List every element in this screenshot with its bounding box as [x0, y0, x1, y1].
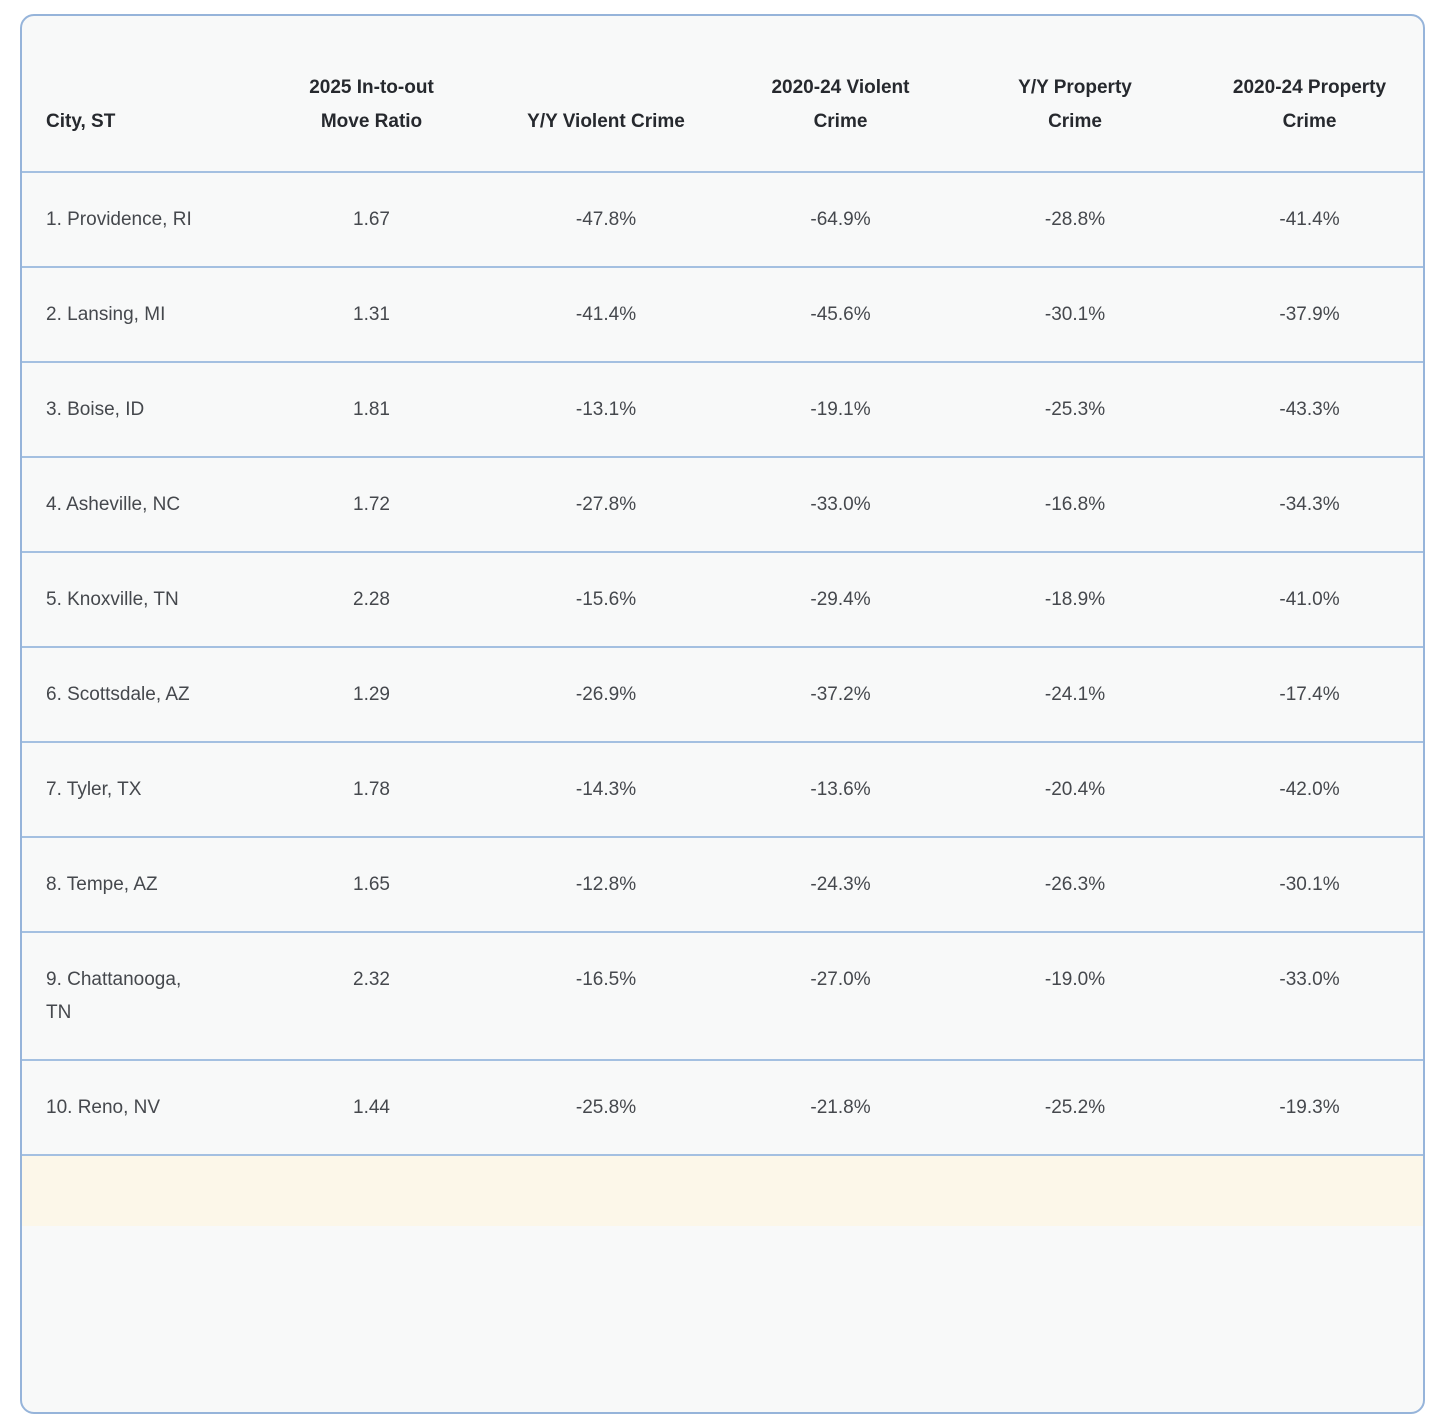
- cell-yy-violent-crime: -27.8%: [489, 456, 723, 552]
- cell-yy-property-crime: -18.9%: [958, 551, 1192, 647]
- cell-move-ratio: 1.67: [254, 171, 489, 267]
- cell-city: 10. Reno, NV: [22, 1059, 254, 1155]
- table-row: 2. Lansing, MI 1.31 -41.4% -45.6% -30.1%…: [22, 266, 1423, 362]
- table-header: City, ST 2025 In-to-out Move Ratio Y/Y Vi…: [22, 16, 1423, 172]
- table-row: 6. Scottsdale, AZ 1.29 -26.9% -37.2% -24…: [22, 646, 1423, 742]
- cell-yy-violent-crime: -13.1%: [489, 361, 723, 457]
- cell-2020-24-violent-crime: -19.1%: [723, 361, 958, 457]
- column-header-2020-24-property-crime: 2020-24 Property Crime: [1232, 77, 1387, 132]
- cell-move-ratio: 1.29: [254, 646, 489, 742]
- cell-yy-violent-crime: -12.8%: [489, 836, 723, 932]
- cell-2020-24-property-crime: -34.3%: [1192, 456, 1423, 552]
- cell-city: 5. Knoxville, TN: [22, 551, 254, 647]
- table-row: 3. Boise, ID 1.81 -13.1% -19.1% -25.3% -…: [22, 361, 1423, 457]
- cell-yy-violent-crime: -25.8%: [489, 1059, 723, 1155]
- cell-move-ratio: 2.32: [254, 931, 489, 1060]
- cell-2020-24-violent-crime: -64.9%: [723, 171, 958, 267]
- column-header-yy-property-crime: Y/Y Property Crime: [1018, 77, 1132, 132]
- cell-move-ratio: 1.81: [254, 361, 489, 457]
- cell-2020-24-property-crime: -41.4%: [1192, 171, 1423, 267]
- cell-yy-property-crime: -30.1%: [958, 266, 1192, 362]
- cell-2020-24-property-crime: -33.0%: [1192, 931, 1423, 1060]
- cell-yy-property-crime: -25.2%: [958, 1059, 1192, 1155]
- cell-yy-property-crime: -26.3%: [958, 836, 1192, 932]
- cell-2020-24-violent-crime: -45.6%: [723, 266, 958, 362]
- cell-yy-violent-crime: -15.6%: [489, 551, 723, 647]
- cell-city: 1. Providence, RI: [22, 171, 254, 267]
- table-row: 4. Asheville, NC 1.72 -27.8% -33.0% -16.…: [22, 456, 1423, 552]
- table-row: 9. Chattanooga, TN 2.32 -16.5% -27.0% -19…: [22, 931, 1423, 1060]
- table-row: 1. Providence, RI 1.67 -47.8% -64.9% -28…: [22, 171, 1423, 267]
- cell-city: 9. Chattanooga, TN: [22, 931, 254, 1060]
- column-header-city: City, ST: [46, 111, 116, 132]
- cell-move-ratio: 1.65: [254, 836, 489, 932]
- cell-move-ratio: 1.44: [254, 1059, 489, 1155]
- cell-yy-violent-crime: -26.9%: [489, 646, 723, 742]
- cell-move-ratio: 1.72: [254, 456, 489, 552]
- cell-2020-24-violent-crime: -24.3%: [723, 836, 958, 932]
- cell-yy-property-crime: -28.8%: [958, 171, 1192, 267]
- table-row: 5. Knoxville, TN 2.28 -15.6% -29.4% -18.…: [22, 551, 1423, 647]
- cell-2020-24-property-crime: -30.1%: [1192, 836, 1423, 932]
- cell-city: 6. Scottsdale, AZ: [22, 646, 254, 742]
- cell-yy-property-crime: -24.1%: [958, 646, 1192, 742]
- cell-move-ratio: 1.31: [254, 266, 489, 362]
- header-row: City, ST 2025 In-to-out Move Ratio Y/Y Vi…: [22, 16, 1423, 172]
- cell-move-ratio: 2.28: [254, 551, 489, 647]
- safest-cities-table-card: City, ST 2025 In-to-out Move Ratio Y/Y Vi…: [20, 14, 1425, 1414]
- cell-2020-24-violent-crime: -21.8%: [723, 1059, 958, 1155]
- cell-2020-24-property-crime: -17.4%: [1192, 646, 1423, 742]
- cell-2020-24-violent-crime: -37.2%: [723, 646, 958, 742]
- cell-2020-24-violent-crime: -29.4%: [723, 551, 958, 647]
- cell-yy-property-crime: -16.8%: [958, 456, 1192, 552]
- safest-cities-table: City, ST 2025 In-to-out Move Ratio Y/Y Vi…: [22, 16, 1423, 1226]
- cell-city: 4. Asheville, NC: [22, 456, 254, 552]
- cell-city: 3. Boise, ID: [22, 361, 254, 457]
- column-header-move-ratio: 2025 In-to-out Move Ratio: [309, 77, 434, 132]
- cell-city: 8. Tempe, AZ: [22, 836, 254, 932]
- table-row: 10. Reno, NV 1.44 -25.8% -21.8% -25.2% -…: [22, 1059, 1423, 1155]
- cell-2020-24-violent-crime: -33.0%: [723, 456, 958, 552]
- cell-move-ratio: 1.78: [254, 741, 489, 837]
- cell-yy-violent-crime: -41.4%: [489, 266, 723, 362]
- cell-yy-property-crime: -20.4%: [958, 741, 1192, 837]
- table-row: 8. Tempe, AZ 1.65 -12.8% -24.3% -26.3% -…: [22, 836, 1423, 932]
- cell-city: 2. Lansing, MI: [22, 266, 254, 362]
- table-row: 7. Tyler, TX 1.78 -14.3% -13.6% -20.4% -…: [22, 741, 1423, 837]
- cell-2020-24-violent-crime: -13.6%: [723, 741, 958, 837]
- cell-2020-24-property-crime: -43.3%: [1192, 361, 1423, 457]
- cell-yy-property-crime: -25.3%: [958, 361, 1192, 457]
- cell-yy-violent-crime: -16.5%: [489, 931, 723, 1060]
- cell-2020-24-property-crime: -41.0%: [1192, 551, 1423, 647]
- cell-2020-24-property-crime: -37.9%: [1192, 266, 1423, 362]
- cell-yy-violent-crime: -47.8%: [489, 171, 723, 267]
- cell-yy-property-crime: -19.0%: [958, 931, 1192, 1060]
- cell-yy-violent-crime: -14.3%: [489, 741, 723, 837]
- column-header-yy-violent-crime: Y/Y Violent Crime: [527, 111, 685, 132]
- cell-city: 7. Tyler, TX: [22, 741, 254, 837]
- table-body: 1. Providence, RI 1.67 -47.8% -64.9% -28…: [22, 171, 1423, 1226]
- cell-2020-24-violent-crime: -27.0%: [723, 931, 958, 1060]
- column-header-2020-24-violent-crime: 2020-24 Violent Crime: [771, 77, 910, 132]
- cell-2020-24-property-crime: -42.0%: [1192, 741, 1423, 837]
- cell-2020-24-property-crime: -19.3%: [1192, 1059, 1423, 1155]
